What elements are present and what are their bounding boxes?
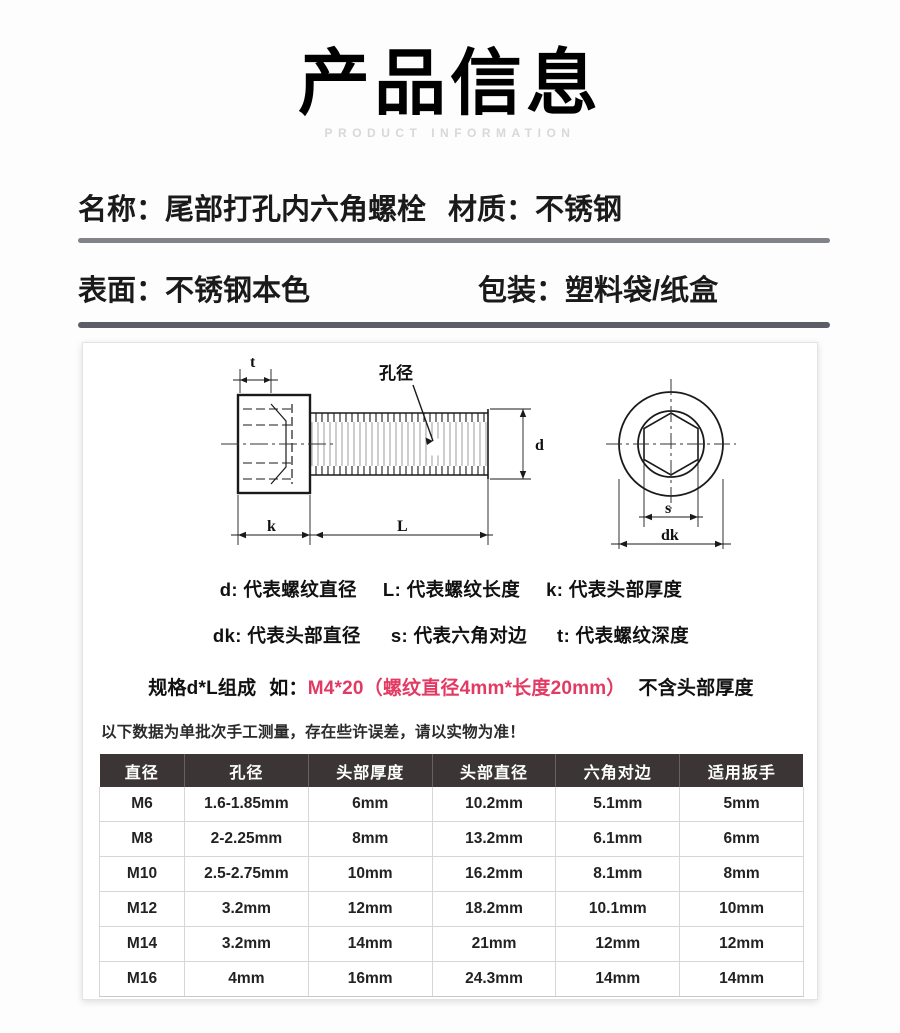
- cell-diameter: M14: [99, 926, 185, 962]
- formula-example-value: M4*20（螺纹直径4mm*长度20mm）: [307, 678, 626, 699]
- spec-card: t k L d s dk 孔径 d: 代表螺纹直径 L: 代表螺纹长度 k: 代表头…: [82, 342, 818, 1000]
- cell-hex-across-flats: 14mm: [555, 961, 681, 997]
- cell-hole-diameter: 2-2.25mm: [184, 821, 309, 857]
- cell-head-diameter: 10.2mm: [432, 787, 557, 822]
- cell-diameter: M12: [99, 891, 185, 927]
- table-row: M8 2-2.25mm 8mm 13.2mm 6.1mm 6mm: [99, 821, 804, 857]
- package-value: 塑料袋/纸盒: [565, 275, 719, 307]
- name-value: 尾部打孔内六角螺栓: [165, 194, 427, 226]
- surface-label: 表面：: [78, 275, 166, 307]
- page-header: 产品信息 PRODUCT INFORMATION: [0, 44, 900, 140]
- cell-head-thickness: 12mm: [308, 891, 433, 927]
- dim-label-L: L: [397, 518, 408, 535]
- divider-bottom: [78, 322, 830, 328]
- cell-hex-across-flats: 8.1mm: [555, 856, 681, 892]
- table-header-hole-diameter: 孔径: [184, 754, 309, 787]
- table-header-diameter: 直径: [99, 754, 185, 787]
- callout-hole-diameter: 孔径: [379, 363, 413, 383]
- divider-top: [78, 238, 830, 243]
- legend-line-2: dk: 代表头部直径 s: 代表六角对边 t: 代表螺纹深度: [83, 613, 819, 659]
- cell-hex-across-flats: 6.1mm: [555, 821, 681, 857]
- cell-diameter: M16: [99, 961, 185, 997]
- name-label: 名称：: [78, 194, 166, 226]
- spec-line-surface-package: 表面：不锈钢本色 包装：塑料袋/纸盒: [78, 267, 830, 309]
- legend-block: d: 代表螺纹直径 L: 代表螺纹长度 k: 代表头部厚度 dk: 代表头部直径 s:…: [83, 567, 819, 659]
- cell-hole-diameter: 3.2mm: [184, 891, 309, 927]
- cell-wrench-size: 8mm: [679, 856, 804, 892]
- legend-line-1: d: 代表螺纹直径 L: 代表螺纹长度 k: 代表头部厚度: [83, 567, 819, 613]
- cell-hex-across-flats: 12mm: [555, 926, 681, 962]
- cell-diameter: M10: [99, 856, 185, 892]
- dim-label-d: d: [535, 437, 544, 454]
- table-row: M12 3.2mm 12mm 18.2mm 10.1mm 10mm: [99, 891, 804, 927]
- cell-hole-diameter: 1.6-1.85mm: [184, 787, 309, 822]
- formula-prefix: 规格d*L组成: [148, 678, 257, 699]
- cell-hex-across-flats: 10.1mm: [555, 891, 681, 927]
- cell-head-diameter: 13.2mm: [432, 821, 557, 857]
- table-header-head-thickness: 头部厚度: [307, 754, 433, 787]
- cell-diameter: M8: [99, 821, 185, 857]
- page-title: 产品信息: [297, 44, 602, 124]
- table-row: M10 2.5-2.75mm 10mm 16.2mm 8.1mm 8mm: [99, 856, 804, 892]
- cell-wrench-size: 5mm: [679, 787, 804, 822]
- page-subtitle: PRODUCT INFORMATION: [324, 125, 576, 140]
- legend-item-L: L: 代表螺纹长度: [382, 579, 521, 600]
- legend-item-s: s: 代表六角对边: [390, 625, 528, 646]
- cell-wrench-size: 12mm: [679, 926, 804, 962]
- technical-drawing: t k L d s dk 孔径: [83, 349, 819, 564]
- legend-item-dk: dk: 代表头部直径: [212, 625, 361, 646]
- package-group: 包装：塑料袋/纸盒: [478, 267, 718, 309]
- cell-hole-diameter: 4mm: [184, 961, 309, 997]
- formula-example-label: 如：: [269, 678, 308, 699]
- dim-label-t: t: [250, 354, 256, 371]
- formula-line: 规格d*L组成 如：M4*20（螺纹直径4mm*长度20mm） 不含头部厚度: [83, 673, 819, 700]
- legend-item-d: d: 代表螺纹直径: [219, 579, 357, 600]
- table-row: M16 4mm 16mm 24.3mm 14mm 14mm: [99, 961, 804, 997]
- cell-hole-diameter: 2.5-2.75mm: [184, 856, 309, 892]
- table-header-wrench-size: 适用扳手: [679, 754, 804, 787]
- cell-head-diameter: 16.2mm: [432, 856, 557, 892]
- cell-hex-across-flats: 5.1mm: [555, 787, 681, 822]
- cell-diameter: M6: [99, 787, 185, 822]
- table-header-hex-across-flats: 六角对边: [555, 754, 681, 787]
- cell-head-thickness: 10mm: [308, 856, 433, 892]
- cell-wrench-size: 10mm: [679, 891, 804, 927]
- cell-wrench-size: 6mm: [679, 821, 804, 857]
- dim-label-dk: dk: [661, 527, 679, 544]
- table-header-head-diameter: 头部直径: [431, 754, 557, 787]
- surface-value: 不锈钢本色: [165, 275, 311, 307]
- screw-diagram-svg: t k L d s dk 孔径: [221, 354, 736, 549]
- cell-head-thickness: 8mm: [308, 821, 433, 857]
- cell-head-thickness: 6mm: [308, 787, 433, 822]
- table-header-row: 直径 孔径 头部厚度 头部直径 六角对边 适用扳手: [99, 754, 804, 787]
- package-label: 包装：: [478, 275, 566, 307]
- cell-head-diameter: 21mm: [432, 926, 557, 962]
- cell-wrench-size: 14mm: [679, 961, 804, 997]
- table-row: M14 3.2mm 14mm 21mm 12mm 12mm: [99, 926, 804, 962]
- measurement-note: 以下数据为单批次手工测量，存在些许误差，请以实物为准！: [101, 724, 525, 741]
- spec-line-name-material: 名称：尾部打孔内六角螺栓 材质：不锈钢: [78, 186, 830, 228]
- dim-label-k: k: [267, 518, 276, 535]
- cell-head-thickness: 16mm: [308, 961, 433, 997]
- cell-head-diameter: 24.3mm: [432, 961, 557, 997]
- cell-head-thickness: 14mm: [308, 926, 433, 962]
- dim-label-s: s: [665, 500, 671, 517]
- legend-item-t: t: 代表螺纹深度: [557, 625, 690, 646]
- legend-item-k: k: 代表头部厚度: [546, 579, 683, 600]
- material-value: 不锈钢: [535, 194, 623, 226]
- cell-head-diameter: 18.2mm: [432, 891, 557, 927]
- cell-hole-diameter: 3.2mm: [184, 926, 309, 962]
- specification-table: 直径 孔径 头部厚度 头部直径 六角对边 适用扳手 M6 1.6-1.85mm …: [99, 754, 804, 997]
- table-row: M6 1.6-1.85mm 6mm 10.2mm 5.1mm 5mm: [99, 787, 804, 822]
- formula-suffix: 不含头部厚度: [638, 678, 754, 699]
- material-label: 材质：: [448, 194, 536, 226]
